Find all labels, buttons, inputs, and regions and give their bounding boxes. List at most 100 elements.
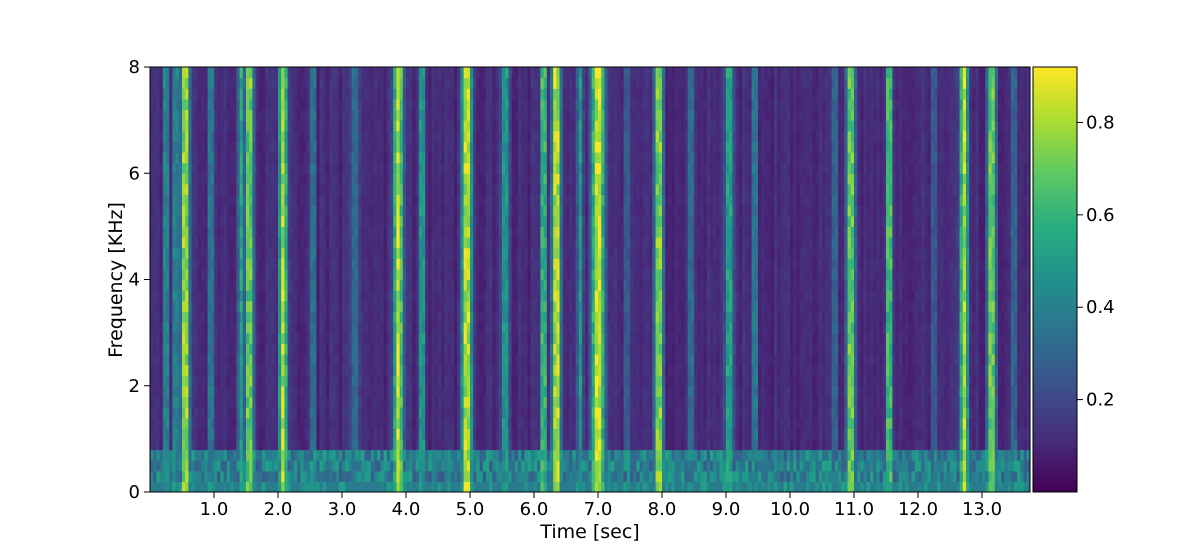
heatmap-cell [402, 438, 407, 451]
heatmap-cell [425, 343, 429, 355]
heatmap-cell [498, 205, 503, 217]
heatmap-cell [418, 194, 423, 206]
heatmap-cell [198, 311, 202, 323]
heatmap-cell [313, 162, 317, 174]
heatmap-cell [345, 130, 349, 142]
heatmap-cell [354, 290, 359, 302]
heatmap-cell [258, 385, 263, 397]
heatmap-cell [514, 194, 519, 206]
heatmap-cell [233, 438, 237, 451]
heatmap-cell [210, 470, 215, 482]
heatmap-cell [358, 194, 362, 206]
heatmap-cell [466, 237, 471, 249]
heatmap-cell [527, 226, 532, 238]
heatmap-cell [201, 396, 205, 408]
heatmap-cell [466, 258, 471, 270]
heatmap-cell [546, 152, 551, 164]
heatmap-cell [265, 364, 269, 376]
heatmap-cell [175, 152, 180, 164]
heatmap-cell [159, 226, 164, 238]
heatmap-cell [396, 215, 401, 227]
heatmap-cell [393, 417, 397, 429]
heatmap-cell [508, 120, 513, 132]
heatmap-cell [457, 481, 461, 492]
heatmap-cell [438, 300, 442, 312]
heatmap-cell [281, 162, 285, 174]
heatmap-cell [476, 205, 481, 217]
heatmap-cell [495, 205, 500, 217]
heatmap-cell [409, 67, 413, 79]
heatmap-cell [297, 130, 301, 142]
heatmap-cell [502, 417, 506, 429]
heatmap-cell [402, 290, 407, 302]
heatmap-cell [454, 237, 458, 249]
heatmap-cell [351, 258, 356, 270]
heatmap-cell [249, 364, 253, 376]
heatmap-cell [185, 141, 189, 153]
heatmap-cell [441, 173, 445, 185]
heatmap-cell [310, 88, 314, 100]
heatmap-cell [156, 353, 161, 366]
heatmap-cell [370, 470, 375, 482]
heatmap-cell [473, 130, 477, 142]
heatmap-cell [156, 109, 161, 121]
heatmap-cell [457, 438, 461, 451]
heatmap-cell [524, 183, 529, 196]
heatmap-cell [175, 460, 180, 472]
heatmap-cell [220, 460, 225, 472]
heatmap-cell [310, 481, 314, 492]
heatmap-cell [159, 162, 164, 174]
heatmap-cell [415, 343, 420, 355]
heatmap-cell [156, 481, 161, 492]
heatmap-cell [278, 237, 282, 249]
heatmap-cell [281, 109, 285, 121]
heatmap-cell [402, 343, 407, 355]
heatmap-cell [150, 162, 154, 174]
heatmap-cell [460, 470, 465, 482]
heatmap-cell [521, 152, 525, 164]
heatmap-cell [358, 353, 362, 366]
heatmap-cell [540, 290, 545, 302]
heatmap-cell [479, 258, 484, 270]
heatmap-cell [175, 470, 180, 482]
heatmap-cell [278, 407, 282, 419]
heatmap-cell [252, 438, 257, 451]
heatmap-cell [239, 205, 244, 217]
heatmap-cell [246, 385, 250, 397]
heatmap-cell [265, 67, 269, 79]
heatmap-cell [300, 375, 305, 387]
heatmap-cell [518, 162, 522, 174]
heatmap-cell [153, 290, 157, 302]
heatmap-cell [342, 183, 346, 196]
heatmap-cell [233, 417, 237, 429]
heatmap-cell [262, 290, 266, 302]
heatmap-cell [460, 407, 465, 419]
heatmap-cell [281, 332, 285, 344]
heatmap-cell [476, 237, 481, 249]
heatmap-cell [335, 152, 340, 164]
heatmap-cell [527, 407, 532, 419]
heatmap-cell [454, 417, 458, 429]
heatmap-cell [374, 353, 378, 366]
heatmap-cell [546, 98, 551, 111]
heatmap-cell [447, 460, 452, 472]
heatmap-cell [441, 396, 445, 408]
heatmap-cell [342, 428, 346, 440]
heatmap-cell [265, 300, 269, 312]
heatmap-cell [342, 353, 346, 366]
heatmap-cell [246, 353, 250, 366]
heatmap-cell [329, 183, 333, 196]
heatmap-cell [287, 173, 292, 185]
heatmap-cell [175, 375, 180, 387]
heatmap-cell [223, 460, 228, 472]
heatmap-cell [374, 237, 378, 249]
heatmap-cell [342, 67, 346, 79]
heatmap-cell [271, 247, 276, 259]
heatmap-cell [540, 332, 545, 344]
heatmap-cell [495, 226, 500, 238]
heatmap-cell [217, 322, 221, 334]
heatmap-cell [502, 385, 506, 397]
heatmap-cell [498, 152, 503, 164]
heatmap-cell [351, 194, 356, 206]
heatmap-cell [406, 279, 410, 291]
